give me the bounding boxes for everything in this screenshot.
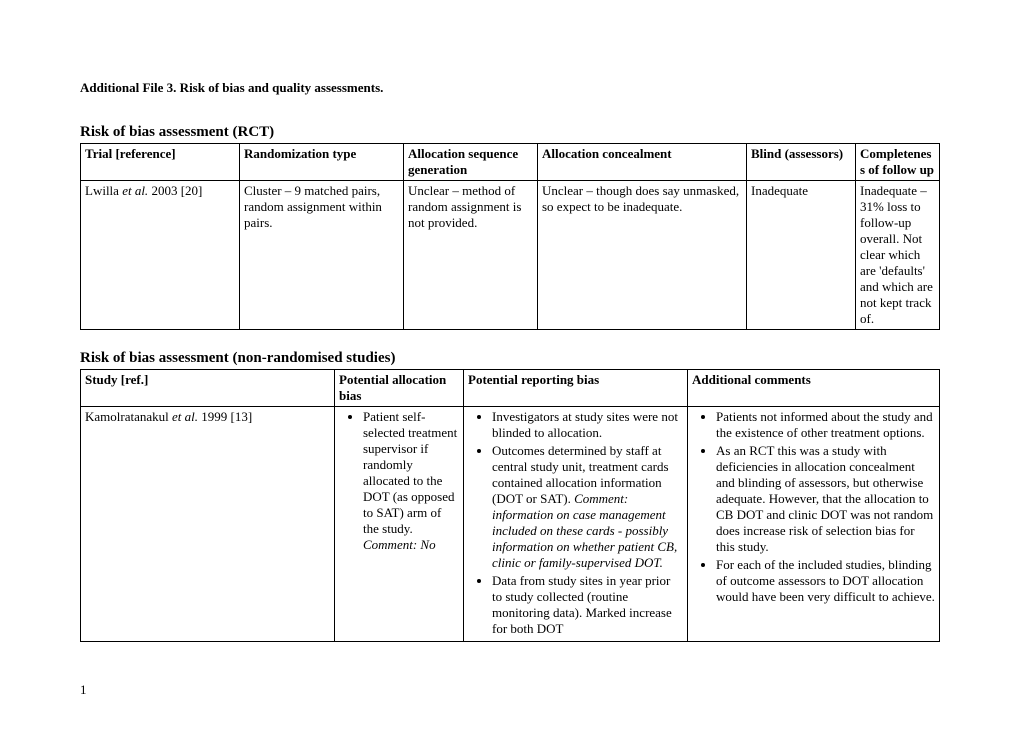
cell-report-bias: Investigators at study sites were not bl… [464, 407, 688, 642]
col-study: Study [ref.] [81, 370, 335, 407]
list-item: Patient self-selected treatment supervis… [363, 409, 459, 553]
cell-blind: Inadequate [747, 181, 856, 330]
col-alloc-conc: Allocation concealment [538, 144, 747, 181]
list-item: Investigators at study sites were not bl… [492, 409, 683, 441]
list-item: Patients not informed about the study an… [716, 409, 935, 441]
list-item: Outcomes determined by staff at central … [492, 443, 683, 571]
cell-additional: Patients not informed about the study an… [688, 407, 940, 642]
table-row: Kamolratanakul et al. 1999 [13] Patient … [81, 407, 940, 642]
col-alloc-seq: Allocation sequence generation [404, 144, 538, 181]
list-item: For each of the included studies, blindi… [716, 557, 935, 605]
col-potential-alloc: Potential allocation bias [335, 370, 464, 407]
cell-completeness: Inadequate – 31% loss to follow-up overa… [856, 181, 940, 330]
table-row: Lwilla et al. 2003 [20] Cluster – 9 matc… [81, 181, 940, 330]
cell-alloc-seq: Unclear – method of random assignment is… [404, 181, 538, 330]
table-nonrandom: Study [ref.] Potential allocation bias P… [80, 369, 940, 642]
file-title: Additional File 3. Risk of bias and qual… [80, 80, 940, 96]
cell-alloc-bias: Patient self-selected treatment supervis… [335, 407, 464, 642]
col-additional: Additional comments [688, 370, 940, 407]
cell-study: Kamolratanakul et al. 1999 [13] [81, 407, 335, 642]
col-potential-report: Potential reporting bias [464, 370, 688, 407]
cell-trial: Lwilla et al. 2003 [20] [81, 181, 240, 330]
table-header-row: Study [ref.] Potential allocation bias P… [81, 370, 940, 407]
col-trial: Trial [reference] [81, 144, 240, 181]
list-item: Data from study sites in year prior to s… [492, 573, 683, 637]
cell-randomization: Cluster – 9 matched pairs, random assign… [240, 181, 404, 330]
table-rct: Trial [reference] Randomization type All… [80, 143, 940, 330]
cell-alloc-conc: Unclear – though does say unmasked, so e… [538, 181, 747, 330]
page-number: 1 [80, 682, 940, 698]
col-completeness: Completeness of follow up [856, 144, 940, 181]
table-header-row: Trial [reference] Randomization type All… [81, 144, 940, 181]
col-blind: Blind (assessors) [747, 144, 856, 181]
col-randomization: Randomization type [240, 144, 404, 181]
list-item: As an RCT this was a study with deficien… [716, 443, 935, 555]
section2-title: Risk of bias assessment (non-randomised … [80, 350, 940, 367]
section1-title: Risk of bias assessment (RCT) [80, 124, 940, 141]
